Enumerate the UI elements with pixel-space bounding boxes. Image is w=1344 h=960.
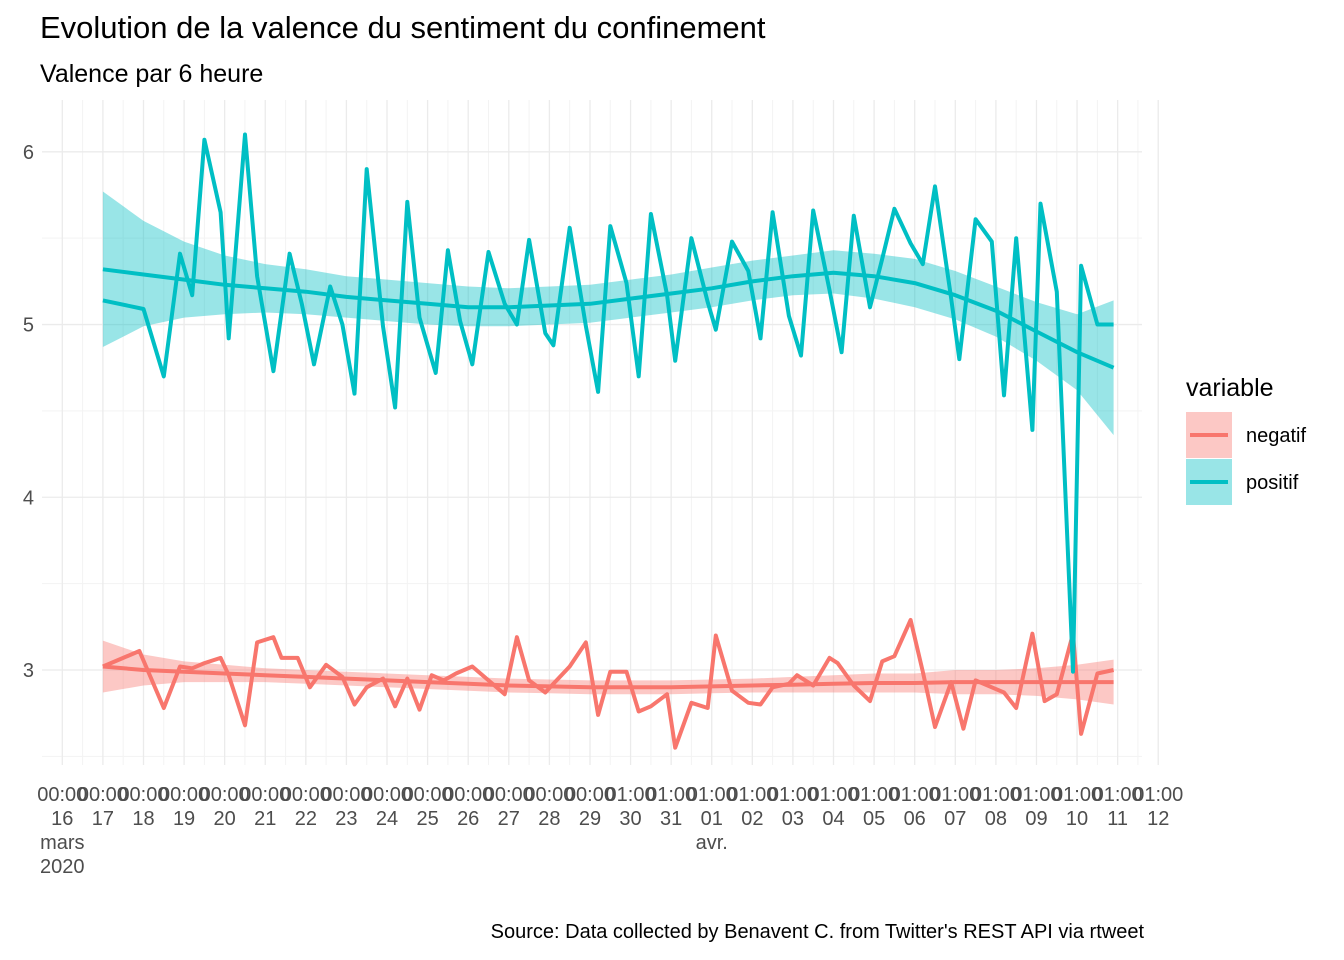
x-tick-label: 28 [538, 808, 560, 830]
x-tick-label: 21 [254, 808, 276, 830]
x-tick-label: 11 [1107, 808, 1128, 830]
x-tick-label: 00:00 [159, 784, 209, 806]
series-line-negatif [102, 617, 1115, 750]
x-tick-label: 00:00 [200, 784, 250, 806]
x-tick-label: 01:00 [606, 784, 656, 806]
x-tick-label: 00:00 [565, 784, 615, 806]
x-tick-label: 01:00 [849, 784, 899, 806]
x-tick-label: 01:00 [727, 784, 777, 806]
x-tick-label: 27 [498, 808, 520, 830]
x-tick-label: 05 [863, 808, 885, 830]
smooth-line-positif [102, 267, 1115, 370]
x-tick-label: 01:00 [646, 784, 696, 806]
y-axis: 3 4 5 6 [23, 142, 34, 682]
y-tick-label: 5 [23, 315, 34, 337]
x-tick-label: 00:00 [403, 784, 453, 806]
grid-major [42, 100, 1159, 765]
grid-minor [42, 100, 1142, 765]
x-tick-label: 19 [173, 808, 195, 830]
y-tick-label: 6 [23, 142, 34, 164]
y-tick-label: 3 [23, 660, 34, 682]
x-tick-label: 00:00 [443, 784, 493, 806]
x-tick-label: 09 [1025, 808, 1047, 830]
x-axis: 00:0016mars202000:001700:001800:001900:0… [37, 784, 1183, 878]
x-tick-label: 00:00 [281, 784, 331, 806]
x-tick-label: 10 [1066, 808, 1088, 830]
x-tick-label: 2020 [40, 856, 85, 878]
legend: variable negatif positif [1186, 374, 1306, 505]
legend-label-negatif: negatif [1246, 425, 1306, 447]
y-tick-label: 4 [23, 487, 34, 509]
x-tick-label: 00:00 [484, 784, 534, 806]
x-tick-label: 01 [701, 808, 723, 830]
legend-title: variable [1186, 374, 1274, 402]
x-tick-label: 00:00 [37, 784, 87, 806]
x-tick-label: 24 [376, 808, 398, 830]
x-tick-label: 25 [416, 808, 438, 830]
x-tick-label: 00:00 [118, 784, 168, 806]
x-tick-label: 29 [579, 808, 601, 830]
x-tick-label: 01:00 [930, 784, 980, 806]
smooth-lines [102, 267, 1115, 690]
x-tick-label: 00:00 [321, 784, 371, 806]
chart-subtitle: Valence par 6 heure [40, 60, 264, 88]
x-tick-label: 08 [985, 808, 1007, 830]
x-tick-label: 16 [51, 808, 73, 830]
x-tick-label: 31 [660, 808, 682, 830]
x-tick-label: 00:00 [362, 784, 412, 806]
x-tick-label: 01:00 [1011, 784, 1061, 806]
x-tick-label: 22 [295, 808, 317, 830]
x-tick-label: 01:00 [1093, 784, 1143, 806]
series-lines [102, 132, 1115, 750]
x-tick-label: 17 [92, 808, 114, 830]
ribbon-positif [102, 191, 1114, 436]
x-tick-label: 01:00 [808, 784, 858, 806]
series-line-positif [102, 132, 1114, 674]
x-tick-label: 01:00 [687, 784, 737, 806]
x-tick-label: 01:00 [1052, 784, 1102, 806]
x-tick-label: mars [40, 832, 84, 854]
confidence-ribbons [102, 191, 1114, 705]
x-tick-label: 23 [335, 808, 357, 830]
x-tick-label: 02 [741, 808, 763, 830]
x-tick-label: 06 [904, 808, 926, 830]
x-tick-label: 00:00 [524, 784, 574, 806]
x-tick-label: 07 [944, 808, 966, 830]
x-tick-label: 03 [782, 808, 804, 830]
x-tick-label: 30 [619, 808, 641, 830]
ribbon-negatif [102, 640, 1114, 705]
smooth-line-negatif [102, 664, 1114, 690]
x-tick-label: 01:00 [971, 784, 1021, 806]
x-tick-label: 18 [132, 808, 154, 830]
x-tick-label: 12 [1147, 808, 1169, 830]
x-tick-label: 26 [457, 808, 479, 830]
chart-title: Evolution de la valence du sentiment du … [40, 10, 766, 45]
legend-label-positif: positif [1246, 472, 1299, 494]
x-tick-label: 00:00 [78, 784, 128, 806]
x-tick-label: 20 [214, 808, 236, 830]
x-tick-label: 01:00 [768, 784, 818, 806]
x-tick-label: avr. [696, 832, 728, 854]
chart-caption: Source: Data collected by Benavent C. fr… [490, 921, 1144, 943]
x-tick-label: 01:00 [1133, 784, 1183, 806]
x-tick-label: 04 [822, 808, 844, 830]
x-tick-label: 01:00 [890, 784, 940, 806]
x-tick-label: 00:00 [240, 784, 290, 806]
